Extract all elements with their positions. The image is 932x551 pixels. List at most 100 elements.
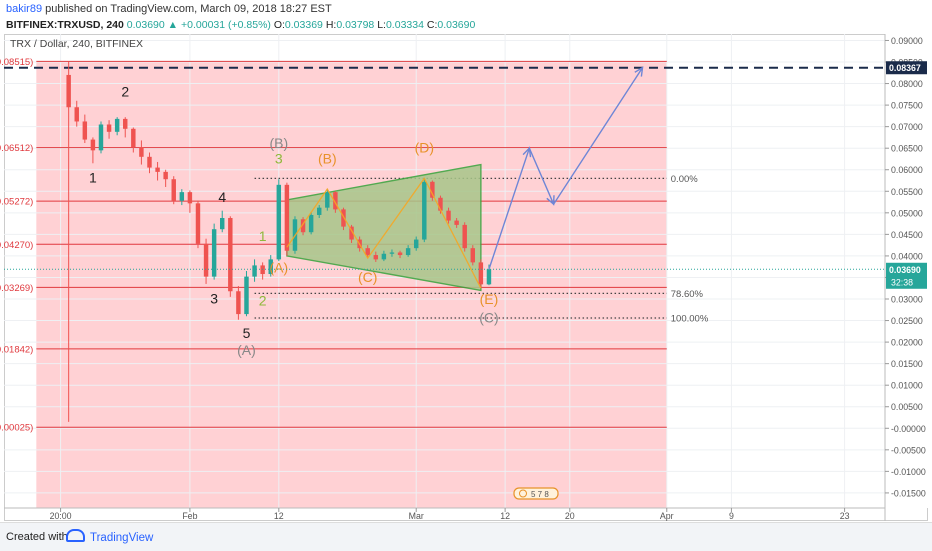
candle-body bbox=[228, 217, 233, 292]
svg-text:5 7 8: 5 7 8 bbox=[531, 490, 549, 499]
bar-countdown: 32:38 bbox=[891, 277, 913, 287]
candle-body bbox=[308, 214, 314, 233]
y-tick-label: 0.04500 bbox=[891, 230, 923, 240]
candle-body bbox=[220, 217, 225, 230]
fib-label: 1(0.00025) bbox=[0, 423, 33, 434]
candle-body bbox=[187, 192, 193, 204]
candle-body bbox=[413, 239, 419, 249]
candle-body bbox=[430, 181, 435, 198]
price-change: +0.00031 (+0.85%) bbox=[181, 19, 271, 31]
candle-body bbox=[179, 192, 185, 201]
wave-label: (A) bbox=[269, 259, 288, 275]
wave-label: 3 bbox=[275, 150, 283, 166]
y-tick-label: 0.08000 bbox=[891, 79, 923, 89]
y-tick-label: 0.07000 bbox=[891, 122, 923, 132]
candle-body bbox=[316, 207, 322, 215]
candle-body bbox=[171, 179, 176, 201]
candle-body bbox=[397, 252, 403, 256]
y-tick-label: 0.01000 bbox=[891, 381, 923, 391]
x-tick-label: 23 bbox=[840, 511, 850, 521]
y-tick-label: 0.04000 bbox=[891, 251, 923, 261]
chart-title: TRX / Dollar, 240, BITFINEX bbox=[10, 38, 143, 50]
y-tick-label: 0.09000 bbox=[891, 36, 923, 46]
y-tick-label: 0.05500 bbox=[891, 187, 923, 197]
y-tick-label: 0.02000 bbox=[891, 338, 923, 348]
wave-label: 1 bbox=[259, 228, 267, 244]
wave-label: 2 bbox=[259, 292, 267, 308]
candle-body bbox=[236, 291, 241, 315]
candle-body bbox=[268, 259, 273, 275]
x-tick-label: Mar bbox=[409, 511, 424, 521]
x-tick-label: Apr bbox=[660, 511, 674, 521]
open-label: O: bbox=[273, 19, 285, 31]
candle-body bbox=[203, 243, 209, 277]
wave-label: (D) bbox=[415, 140, 434, 156]
fib-label: 0.236(0.06512) bbox=[0, 143, 33, 154]
candle-body bbox=[66, 74, 71, 108]
candle-body bbox=[114, 118, 120, 132]
x-tick-label: 20:00 bbox=[50, 511, 72, 521]
candle-body bbox=[470, 248, 476, 263]
tradingview-logo[interactable]: TradingView bbox=[66, 529, 153, 544]
candle-body bbox=[438, 197, 443, 211]
candle-body bbox=[462, 224, 467, 249]
candle-body bbox=[373, 255, 379, 260]
current-price-tag bbox=[886, 262, 927, 289]
candle-body bbox=[90, 139, 96, 151]
wave-label: 3 bbox=[210, 290, 218, 306]
event-icons[interactable]: 5 7 8 bbox=[513, 487, 559, 500]
up-arrow-icon: ▲ bbox=[167, 19, 179, 31]
y-tick-label: 0.07500 bbox=[891, 101, 923, 111]
fib-label: 0.5(0.04270) bbox=[0, 240, 33, 251]
candle-body bbox=[82, 121, 88, 140]
author-link[interactable]: bakir89 bbox=[6, 3, 43, 15]
y-tick-label: -0.01000 bbox=[891, 467, 926, 477]
symbol-label: BITFINEX:TRXUSD, 240 bbox=[6, 19, 124, 31]
candle-body bbox=[454, 220, 459, 225]
ohlc-bar: BITFINEX:TRXUSD, 240 0.03690 ▲ +0.00031 … bbox=[6, 19, 475, 31]
publish-info: bakir89 published on TradingView.com, Ma… bbox=[6, 3, 332, 15]
abcde-path bbox=[286, 177, 482, 289]
fib-zone bbox=[36, 61, 667, 508]
candle-body bbox=[123, 118, 128, 129]
created-with-text: Created with bbox=[6, 531, 68, 543]
arrowhead-icon bbox=[522, 146, 532, 158]
candle-body bbox=[98, 124, 104, 151]
y-tick-label: 0.06500 bbox=[891, 144, 923, 154]
wave-label: 5 bbox=[243, 325, 251, 341]
high-label: H: bbox=[325, 19, 337, 31]
arrowhead-icon bbox=[546, 195, 555, 206]
fib-label: 0(0.08515) bbox=[0, 57, 33, 68]
x-tick-label: 12 bbox=[500, 511, 510, 521]
tradingview-logo-text: TradingView bbox=[90, 532, 154, 544]
candle-body bbox=[131, 128, 136, 148]
candle-body bbox=[365, 248, 370, 256]
target-price-label: 0.08367 bbox=[889, 63, 921, 73]
candle-body bbox=[147, 156, 152, 168]
candle-body bbox=[341, 209, 346, 227]
wave-label: (B) bbox=[318, 150, 337, 166]
candle-body bbox=[349, 226, 354, 240]
x-tick-label: 20 bbox=[565, 511, 575, 521]
high-value: 0.03798 bbox=[336, 19, 375, 31]
candle-body bbox=[284, 184, 290, 251]
fib-label: 0.786(0.01842) bbox=[0, 344, 33, 355]
candle-body bbox=[446, 210, 451, 221]
fib-label: 0.382(0.05272) bbox=[0, 197, 33, 208]
close-label: C: bbox=[426, 19, 438, 31]
y-tick-label: 0.02500 bbox=[891, 316, 923, 326]
candle-body bbox=[422, 181, 427, 240]
wave-label: (C) bbox=[358, 269, 377, 285]
y-tick-label: 0.03000 bbox=[891, 295, 923, 305]
wave-label: 1 bbox=[89, 170, 97, 186]
candle-body bbox=[478, 262, 484, 285]
candle-body bbox=[389, 252, 395, 254]
candle-body bbox=[300, 219, 306, 233]
candle-body bbox=[244, 276, 249, 315]
y-tick-label: 0.06000 bbox=[891, 165, 923, 175]
candle-body bbox=[333, 192, 338, 210]
published-text: published on TradingView.com, March 09, … bbox=[45, 3, 332, 15]
last-price: 0.03690 bbox=[126, 19, 165, 31]
wave-label: (A) bbox=[237, 342, 256, 358]
